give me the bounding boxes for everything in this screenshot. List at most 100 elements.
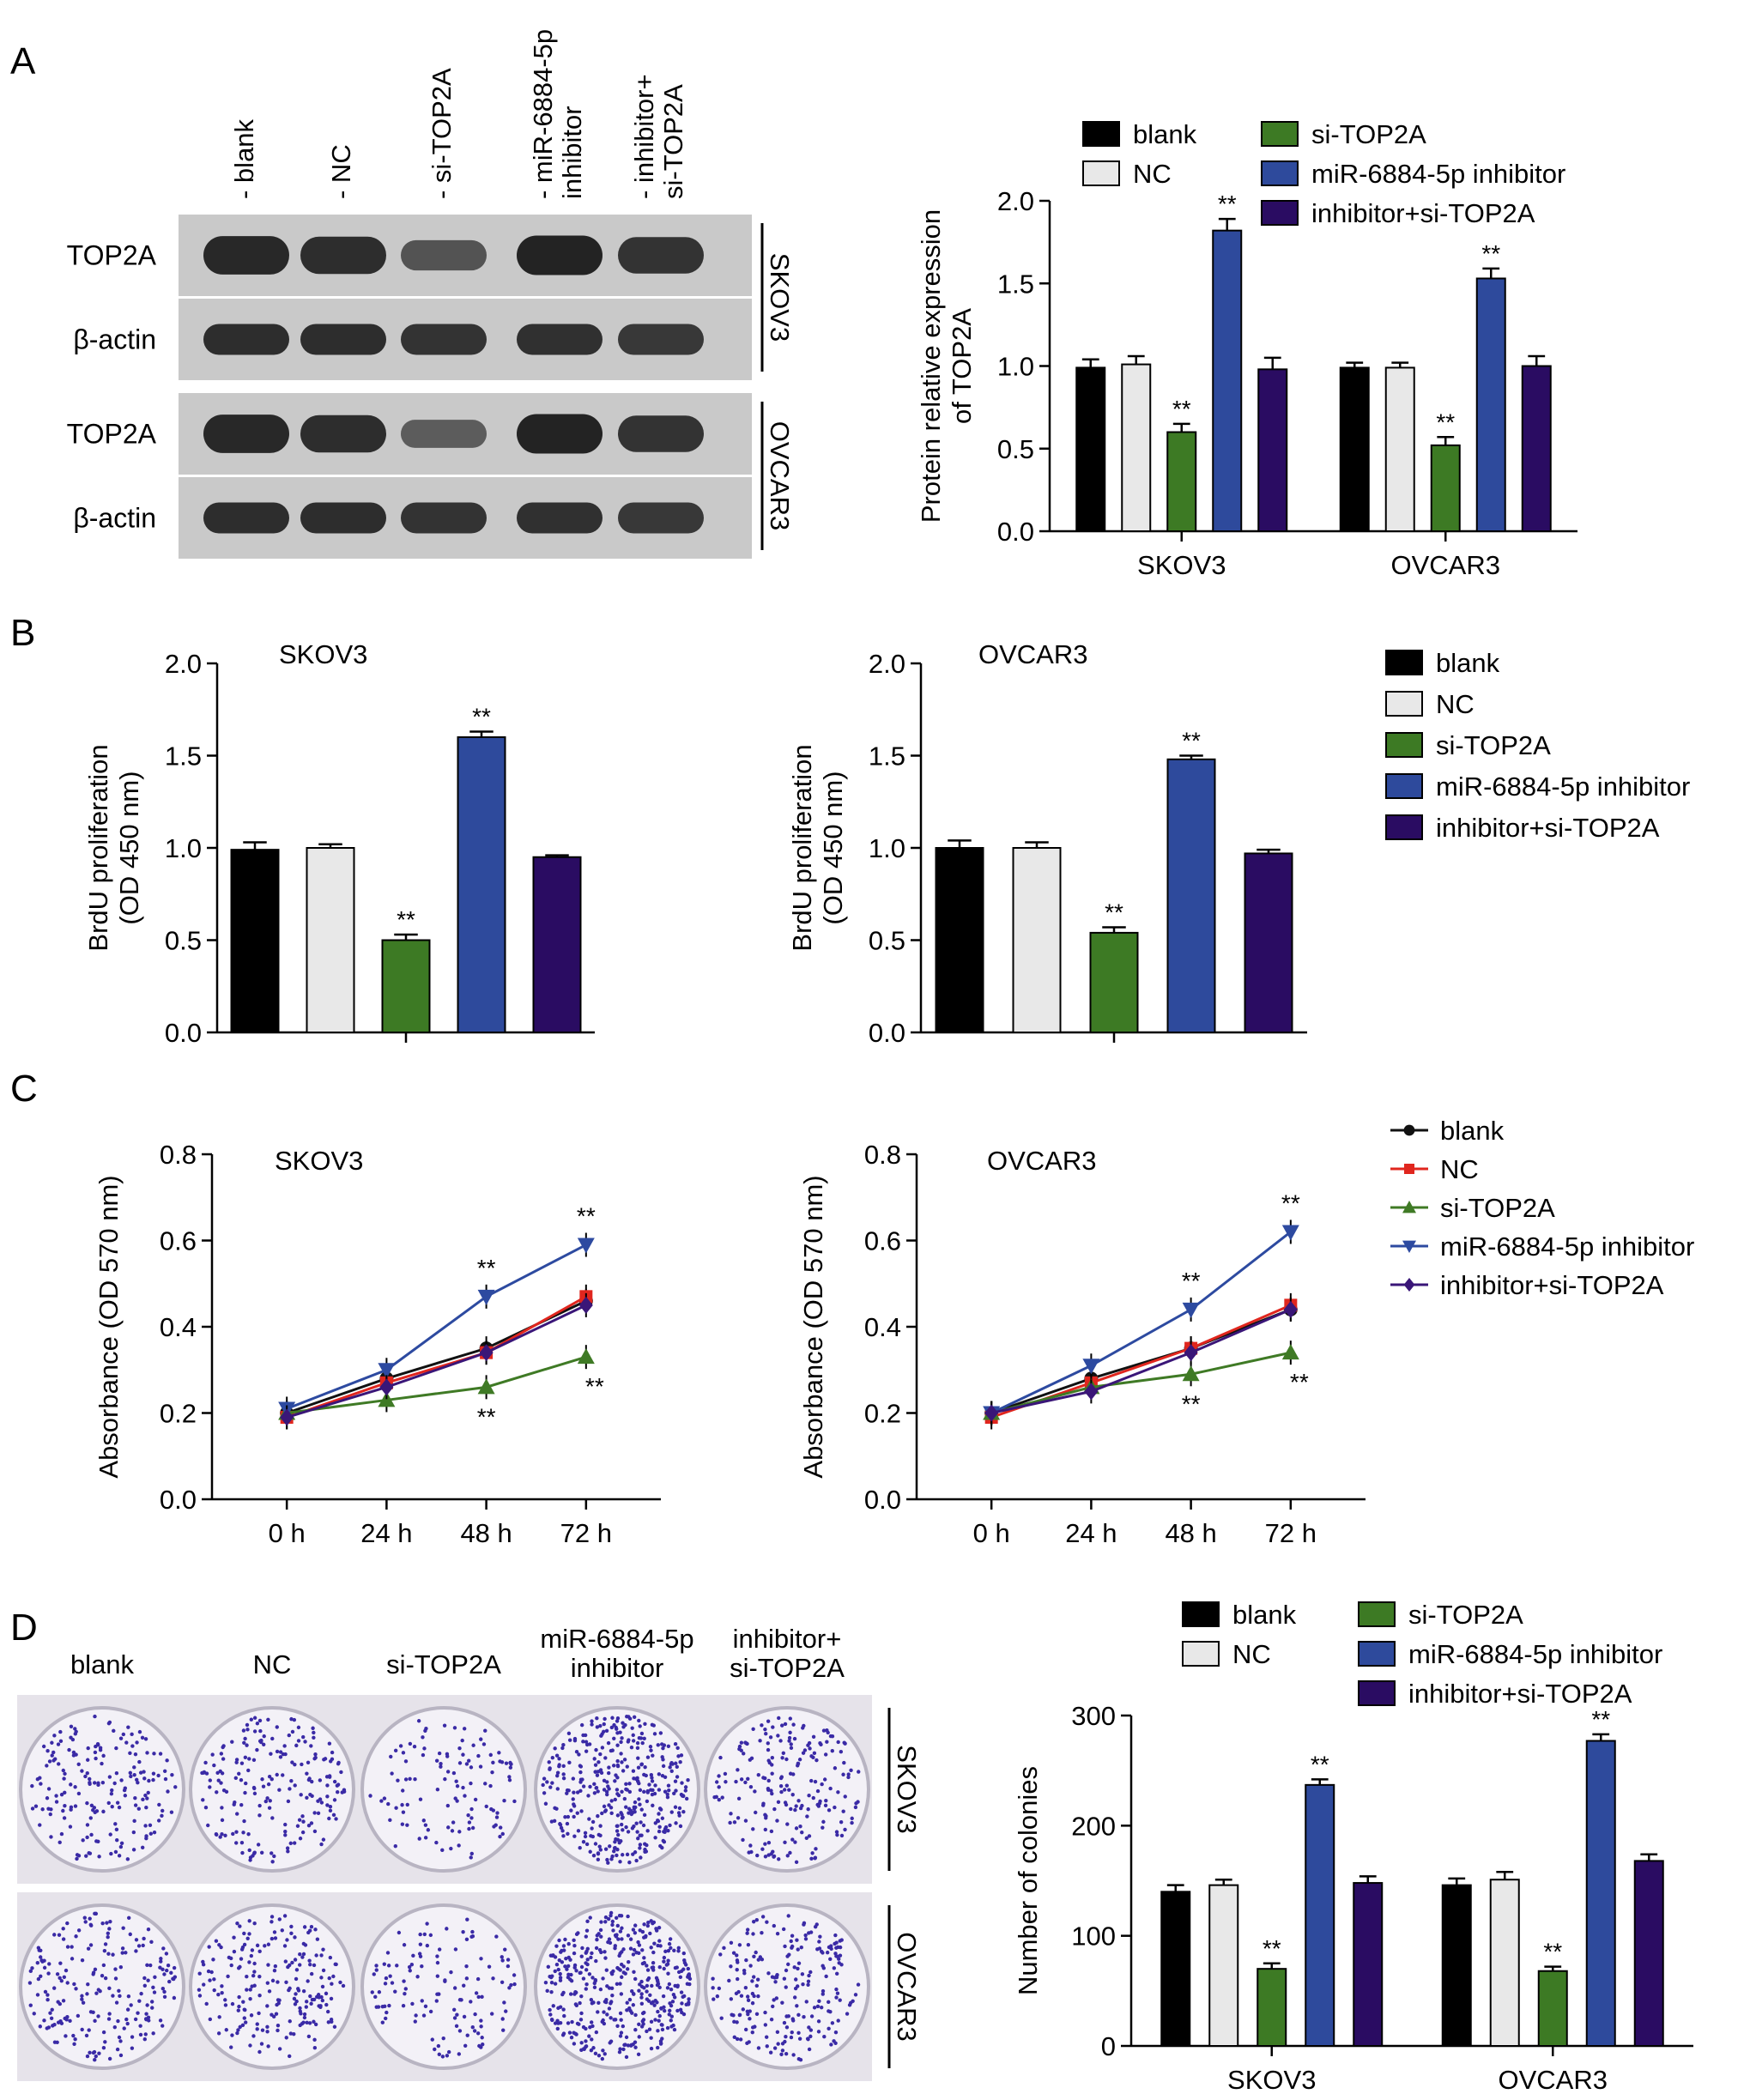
colony-dot [579,1964,584,1970]
colony-dot [807,1740,812,1746]
colony-dot [600,2019,604,2024]
colony-dot [620,1736,624,1740]
colony-dot [263,1799,269,1804]
colony-dot [445,2054,450,2058]
panel-a: A - blank - NC - si-TOP2A - miR-6884-5p inhi… [10,29,1577,580]
blot-band [300,415,386,453]
colony-dot [615,1719,620,1723]
legend-label-mir-6884-5p-inhibitor: miR-6884-5p inhibitor [1311,159,1565,189]
colony-dot [766,1741,770,1746]
colony-dot [639,1820,643,1825]
colony-dot [129,2003,133,2007]
colony-dot [451,2007,457,2012]
colony-dot [411,1953,415,1958]
colony-dot [819,2005,824,2010]
colony-dot [787,1952,791,1957]
colony-dot [107,2056,112,2061]
colony-dot [661,1746,665,1751]
colony-dot [472,2029,477,2033]
colony-dot [667,1788,671,1793]
colony-dot [565,1788,570,1793]
bar-blank [935,847,984,1033]
y-axis-title: BrdU proliferation [83,744,113,951]
colony-dot [201,1963,206,1967]
colony-dot [251,1758,257,1762]
colony-dot [717,1798,722,1802]
colony-label: si-TOP2A [730,1653,845,1683]
colony-dot [383,2016,388,2021]
colony-dot [645,1923,651,1928]
colony-dot [833,1805,837,1810]
colony-dot [584,1740,589,1744]
colony-dot [660,1816,665,1820]
colony-dot [479,2018,483,2023]
colony-dot [598,1928,603,1933]
colony-dot [341,1983,346,1988]
colony-dot [407,1964,412,1970]
colony-dot [633,1976,638,1982]
colony-dot [763,2010,767,2015]
legend-label-inhibitor-si-top2a: inhibitor+si-TOP2A [1408,1679,1632,1709]
colony-dot [306,1979,310,1983]
colony-dot [661,1994,666,1999]
colony-dot [634,1821,639,1825]
colony-dot [829,2043,833,2047]
colony-dot [583,1831,588,1836]
colony-dot [403,1759,409,1764]
colony-dot [114,1746,118,1751]
colony-dot [269,1920,274,1924]
colony-dot [779,1723,784,1728]
colony-dot [145,1963,149,1967]
colony-dot [736,1768,740,1772]
colony-dot [140,1735,145,1740]
colony-dot [73,2036,77,2042]
colony-dot [158,1965,162,1970]
colony-dot [783,1722,788,1727]
colony-dot [224,1789,229,1794]
colony-dot [387,2003,391,2008]
colony-dot [561,1944,566,1948]
colony-dot [675,1965,679,1970]
colony-dot [217,2015,221,2019]
colony-dot [839,1938,844,1942]
colony-dot [766,1719,771,1723]
colony-dot [100,1921,105,1926]
colony-dot [166,1789,170,1794]
colony-dot [660,2027,665,2032]
colony-dot [749,1849,754,1855]
colony-dot [54,1800,59,1804]
colony-dot [567,1760,572,1765]
colony-dot [131,1848,136,1852]
colony-dot [252,1791,257,1796]
colony-dot [638,1833,642,1837]
colony-dot [674,1788,678,1793]
colony-dot [578,2000,582,2006]
colony-dot [598,1768,603,1772]
colony-dot [42,1965,47,1970]
colony-dot [550,2018,554,2023]
colony-dot [832,1966,837,1970]
colony-dot [602,2010,606,2014]
colony-dot [665,1962,670,1966]
marker-triangle-up [1402,1201,1416,1213]
colony-dot [780,2042,785,2046]
colony-dot [287,1733,292,1738]
blot-row-label: TOP2A [67,419,157,450]
colony-dot [764,1816,768,1820]
y-tick-label: 1.5 [869,741,905,772]
colony-dot [596,1832,601,1837]
colony-dot [146,1978,150,1982]
colony-dot [465,1917,469,1921]
colony-dot [771,1725,775,1729]
colony-dot [490,1770,494,1775]
colony-dot [316,1811,321,1815]
colony-dot [408,1741,413,1746]
colony-dot [239,1840,245,1845]
colony-dot [65,1981,70,1985]
colony-dot [561,2007,566,2012]
colony-dot [308,1994,312,1999]
colony-dot [313,1752,318,1757]
colony-dot [232,1935,236,1940]
colony-dot [584,1749,589,1753]
colony-label: si-TOP2A [386,1649,501,1679]
